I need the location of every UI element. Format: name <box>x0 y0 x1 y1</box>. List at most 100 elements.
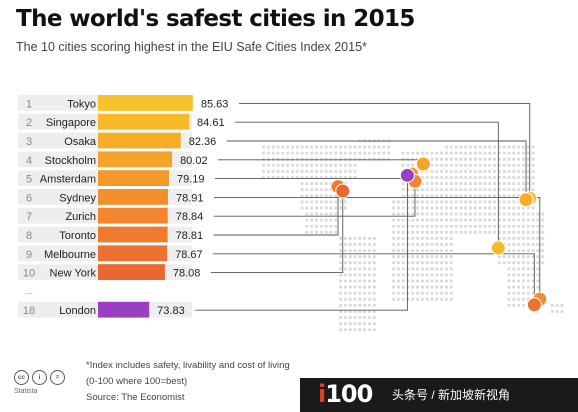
map-dot <box>406 267 410 271</box>
connector-line <box>215 174 413 180</box>
map-dot <box>353 267 357 271</box>
map-dot <box>488 145 492 149</box>
map-dot <box>449 200 453 204</box>
map-dot <box>416 243 419 246</box>
value-label: 79.19 <box>177 174 205 186</box>
map-dot <box>329 163 333 167</box>
map-dot <box>512 261 516 265</box>
map-dot <box>334 218 338 222</box>
map-dot <box>396 230 400 234</box>
map-dot <box>512 237 516 240</box>
map-dot <box>262 145 265 149</box>
map-dot <box>358 261 362 265</box>
map-dot <box>315 194 318 198</box>
map-dot <box>512 151 516 155</box>
map-dot <box>286 151 290 155</box>
map-dot <box>406 200 410 204</box>
map-dot <box>497 182 501 185</box>
map-dot <box>392 200 395 204</box>
bar <box>98 245 168 262</box>
map-dot <box>319 224 323 228</box>
map-dot <box>401 273 405 277</box>
map-dot <box>440 279 444 283</box>
map-dot <box>368 237 371 240</box>
map-dot <box>507 279 511 283</box>
map-dot <box>445 243 448 246</box>
map-dot <box>353 170 357 173</box>
map-dot <box>459 163 463 167</box>
map-dot <box>339 145 342 149</box>
map-dot <box>541 261 545 265</box>
map-dot <box>271 145 275 149</box>
map-dot <box>445 194 448 198</box>
map-dot <box>536 255 540 259</box>
map-dot <box>507 230 511 234</box>
map-dot <box>353 243 357 246</box>
map-dot <box>445 200 448 204</box>
map-dot <box>295 170 299 173</box>
map-dot <box>411 273 415 277</box>
map-dot <box>411 188 415 192</box>
map-dot <box>483 224 487 228</box>
connector-line <box>213 196 541 300</box>
map-dot <box>324 157 328 161</box>
map-dot <box>343 206 347 210</box>
map-dot <box>430 255 434 259</box>
map-dot <box>430 297 434 301</box>
map-dot <box>440 176 444 179</box>
map-dot <box>310 170 314 173</box>
world-map-dots <box>262 139 564 332</box>
map-dot <box>396 261 400 265</box>
map-dot <box>502 261 506 265</box>
map-dot <box>334 157 338 161</box>
map-dot <box>502 188 506 192</box>
map-dot <box>493 218 496 222</box>
map-dot <box>343 261 347 265</box>
map-dot <box>478 206 482 210</box>
map-dot <box>469 224 472 228</box>
map-dot <box>522 237 525 240</box>
map-dot <box>536 279 540 283</box>
map-dot <box>339 303 342 307</box>
map-dot <box>396 279 400 283</box>
map-dot <box>497 237 501 240</box>
map-dot <box>406 218 410 222</box>
map-dot <box>502 176 506 179</box>
map-dot <box>493 151 496 155</box>
map-dot <box>493 188 496 192</box>
map-dot <box>406 163 410 167</box>
map-dot <box>300 151 304 155</box>
map-dot <box>497 200 501 204</box>
map-dot <box>348 273 352 277</box>
map-dot <box>473 200 477 204</box>
map-dot <box>469 230 472 234</box>
map-dot <box>430 163 434 167</box>
footer-bar <box>300 378 578 412</box>
map-dot <box>363 303 367 307</box>
map-dot <box>512 170 516 173</box>
map-dot <box>416 285 419 289</box>
map-dot <box>541 230 545 234</box>
map-dot <box>305 230 309 234</box>
bar <box>98 95 193 111</box>
map-dot <box>454 157 458 161</box>
map-dot <box>310 163 314 167</box>
map-dot <box>459 188 463 192</box>
map-dot <box>339 322 342 326</box>
map-dot <box>445 237 448 240</box>
map-dot <box>502 237 506 240</box>
map-dot <box>425 255 429 259</box>
map-dot <box>396 243 400 246</box>
map-dot <box>493 182 496 185</box>
map-dot <box>522 224 525 228</box>
map-dot <box>522 176 525 179</box>
map-dot <box>449 291 453 295</box>
map-dot <box>440 194 444 198</box>
map-dot <box>358 273 362 277</box>
map-dot <box>473 176 477 179</box>
map-dot <box>526 230 530 234</box>
map-dot <box>430 279 434 283</box>
map-dot <box>449 182 453 185</box>
map-dot <box>300 200 304 204</box>
map-dot <box>449 249 453 252</box>
